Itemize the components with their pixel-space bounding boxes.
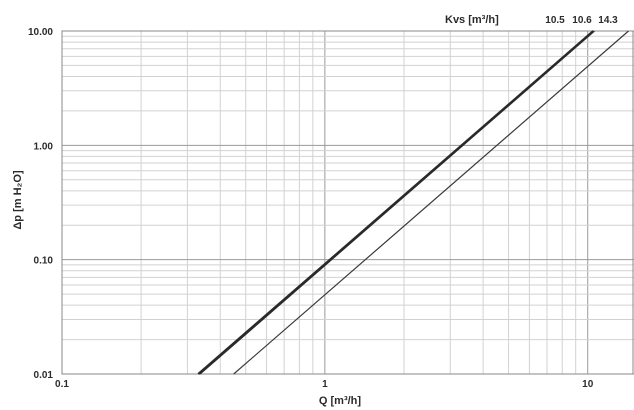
y-tick-labels: 0.01 0.10 1.00 10.00: [28, 27, 53, 381]
grid: [61, 30, 634, 375]
x-tick-labels: 0.1 1 10: [55, 379, 594, 390]
y-tick-label: 0.10: [34, 256, 54, 267]
series-line-kvs-10.5: [197, 30, 595, 375]
series-label-kvs-10.5: 10.5: [545, 15, 565, 26]
series-line-kvs-14.3: [233, 30, 629, 375]
legend-title: Kvs [m³/h]: [445, 14, 499, 26]
plot-frame: [61, 30, 634, 375]
y-axis-title: Δp [m H₂O]: [12, 170, 24, 230]
y-tick-label: 10.00: [28, 27, 53, 38]
series-labels: 10.5 10.6 14.3: [545, 15, 618, 26]
x-tick-label: 1: [322, 379, 328, 390]
y-tick-label: 1.00: [34, 141, 54, 152]
x-axis-title: Q [m³/h]: [319, 395, 361, 407]
x-tick-label: 0.1: [55, 379, 69, 390]
series-line-kvs-10.6: [199, 30, 595, 375]
series-lines: [197, 30, 629, 375]
series-label-kvs-14.3: 14.3: [598, 15, 618, 26]
x-tick-label: 10: [582, 379, 594, 390]
series-label-kvs-10.6: 10.6: [572, 15, 592, 26]
y-tick-label: 0.01: [34, 370, 54, 381]
